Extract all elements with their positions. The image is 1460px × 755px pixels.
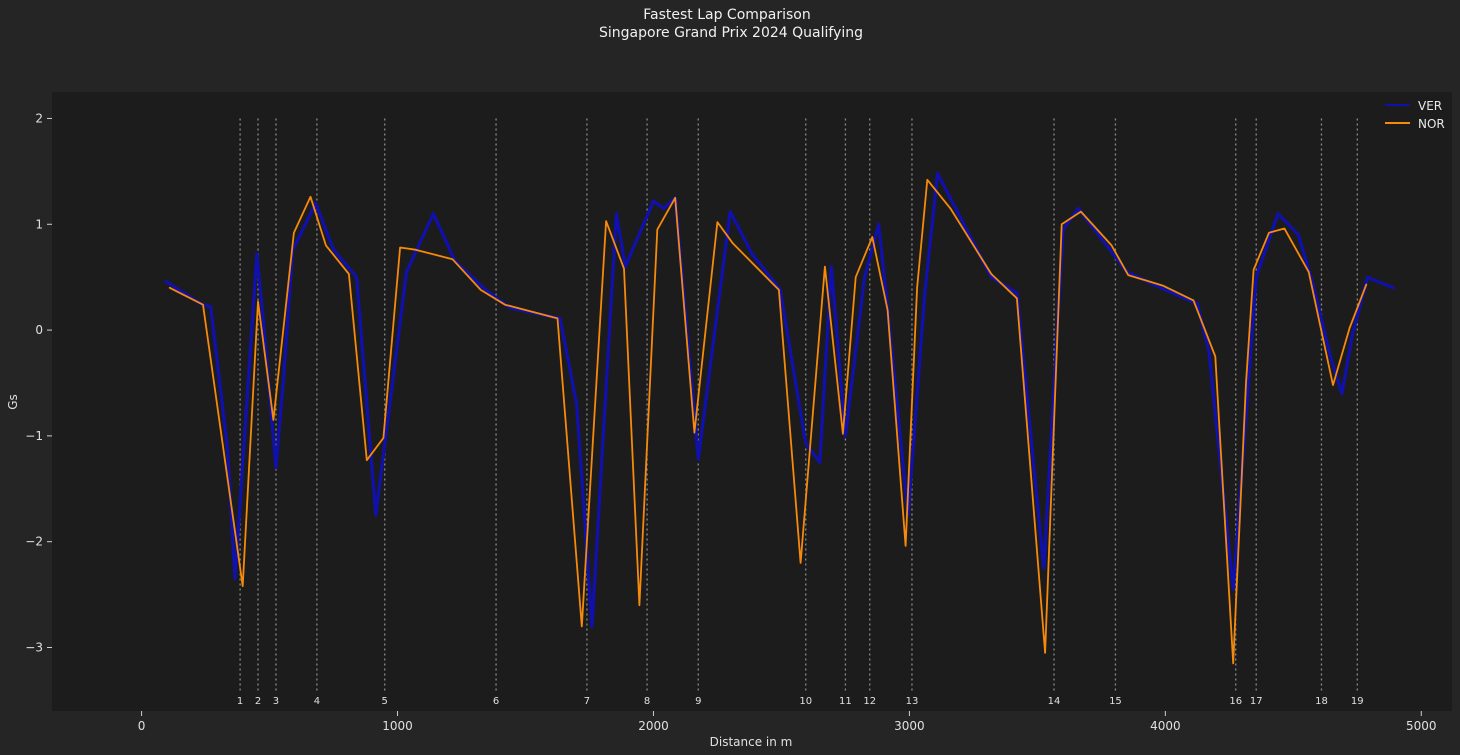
corner-label: 9 bbox=[695, 696, 701, 707]
corner-label: 8 bbox=[644, 696, 650, 707]
chart-subtitle: Singapore Grand Prix 2024 Qualifying bbox=[599, 25, 863, 41]
corner-label: 16 bbox=[1229, 696, 1242, 707]
y-tick-label: 1 bbox=[35, 217, 43, 231]
legend: VER NOR bbox=[1385, 99, 1445, 131]
corner-label: 1 bbox=[237, 696, 243, 707]
x-tick-label: 1000 bbox=[382, 719, 413, 733]
series-lines bbox=[164, 171, 1395, 665]
y-tick-label: 2 bbox=[35, 111, 43, 125]
corner-label: 14 bbox=[1048, 696, 1061, 707]
corner-label: 19 bbox=[1351, 696, 1364, 707]
y-tick-label: 0 bbox=[35, 323, 43, 337]
x-tick-label: 2000 bbox=[638, 719, 669, 733]
corner-label: 2 bbox=[255, 696, 261, 707]
corner-label: 5 bbox=[382, 696, 388, 707]
y-tick-label: −1 bbox=[25, 429, 43, 443]
x-tick-label: 5000 bbox=[1406, 719, 1437, 733]
corner-label: 17 bbox=[1250, 696, 1263, 707]
x-tick-label: 3000 bbox=[894, 719, 925, 733]
legend-nor-label: NOR bbox=[1418, 117, 1445, 131]
corner-label: 12 bbox=[863, 696, 876, 707]
chart-title: Fastest Lap Comparison bbox=[643, 7, 811, 23]
corner-label: 13 bbox=[906, 696, 919, 707]
corner-label: 7 bbox=[584, 696, 590, 707]
series-line-nor bbox=[168, 178, 1368, 665]
y-axis-label: Gs bbox=[6, 394, 20, 410]
y-tick-label: −3 bbox=[25, 641, 43, 655]
corner-label: 10 bbox=[799, 696, 812, 707]
corner-label: 3 bbox=[273, 696, 279, 707]
corner-label: 6 bbox=[493, 696, 499, 707]
corner-label: 18 bbox=[1315, 696, 1328, 707]
corner-label: 4 bbox=[314, 696, 320, 707]
y-tick-label: −2 bbox=[25, 535, 43, 549]
corner-label: 11 bbox=[839, 696, 852, 707]
x-axis-label: Distance in m bbox=[710, 735, 793, 749]
x-tick-label: 0 bbox=[138, 719, 146, 733]
plot-area bbox=[52, 92, 1452, 711]
legend-ver-label: VER bbox=[1418, 99, 1442, 113]
y-axis: −3 −2 −1 0 1 2 bbox=[25, 111, 52, 655]
x-axis: 0 1000 2000 3000 4000 5000 bbox=[138, 711, 1437, 733]
x-tick-label: 4000 bbox=[1150, 719, 1181, 733]
series-line-ver bbox=[164, 171, 1395, 629]
corner-label: 15 bbox=[1109, 696, 1122, 707]
